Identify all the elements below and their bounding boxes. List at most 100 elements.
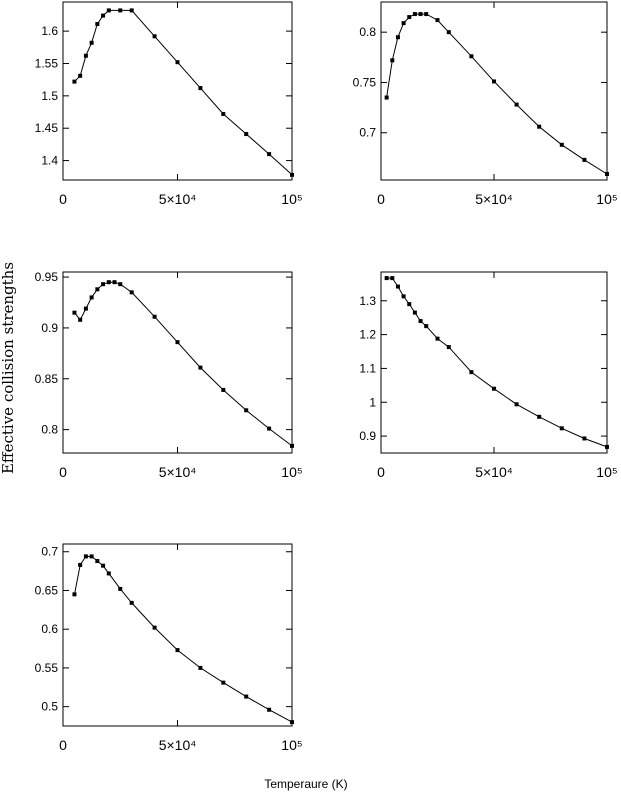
data-point bbox=[390, 58, 395, 63]
plot-frame bbox=[62, 1, 293, 181]
x-tick-label: 5×10⁴ bbox=[159, 464, 197, 480]
data-point bbox=[605, 171, 609, 176]
plot-frame bbox=[62, 543, 293, 727]
x-tick-label: 10⁵ bbox=[596, 464, 617, 480]
y-tick-label: 0.8 bbox=[41, 423, 58, 437]
data-point bbox=[83, 53, 88, 58]
data-point bbox=[198, 365, 203, 370]
data-point bbox=[118, 8, 123, 13]
data-point bbox=[129, 290, 134, 295]
data-point bbox=[89, 40, 94, 45]
data-point bbox=[424, 12, 429, 17]
data-point bbox=[469, 54, 474, 59]
data-point bbox=[72, 592, 77, 597]
data-point bbox=[175, 340, 180, 345]
series-line bbox=[74, 281, 293, 447]
data-point bbox=[514, 402, 519, 407]
series-line bbox=[386, 13, 608, 175]
series-line bbox=[74, 555, 293, 723]
data-point bbox=[106, 571, 111, 576]
y-tick-label: 0.7 bbox=[359, 126, 376, 140]
y-tick-label: 1.45 bbox=[35, 121, 59, 135]
data-point bbox=[407, 15, 412, 20]
data-point bbox=[412, 310, 417, 315]
data-point bbox=[175, 648, 180, 653]
y-tick-label: 0.9 bbox=[41, 321, 58, 335]
data-point bbox=[118, 282, 123, 287]
x-tick-label: 0 bbox=[59, 191, 67, 207]
data-point bbox=[537, 414, 542, 419]
x-tick-label: 5×10⁴ bbox=[159, 191, 197, 207]
data-point bbox=[401, 294, 406, 299]
data-point bbox=[395, 284, 400, 289]
x-tick-label: 0 bbox=[377, 464, 385, 480]
data-point bbox=[198, 665, 203, 670]
data-point bbox=[446, 30, 451, 35]
series-line bbox=[386, 277, 608, 448]
data-point bbox=[582, 157, 587, 162]
x-tick-label: 5×10⁴ bbox=[475, 191, 513, 207]
data-point bbox=[418, 12, 423, 17]
data-point bbox=[407, 302, 412, 307]
data-point bbox=[101, 563, 106, 568]
data-point bbox=[101, 13, 106, 18]
x-axis-label: Temperaure (K) bbox=[264, 777, 347, 791]
x-tick-label: 10⁵ bbox=[281, 464, 302, 480]
data-point bbox=[244, 132, 249, 137]
data-point bbox=[267, 426, 272, 431]
data-point bbox=[83, 554, 88, 559]
data-point bbox=[72, 310, 77, 315]
data-point bbox=[244, 408, 249, 413]
data-point bbox=[395, 35, 400, 40]
y-tick-label: 0.8 bbox=[359, 25, 376, 39]
data-point bbox=[129, 8, 134, 13]
data-point bbox=[72, 79, 77, 84]
data-point bbox=[198, 86, 203, 91]
data-point bbox=[101, 282, 106, 287]
x-tick-label: 0 bbox=[59, 737, 67, 753]
data-point bbox=[267, 707, 272, 712]
x-tick-label: 5×10⁴ bbox=[159, 737, 197, 753]
data-point bbox=[152, 314, 157, 319]
data-point bbox=[152, 625, 157, 630]
plot-frame bbox=[380, 1, 608, 181]
series-line bbox=[74, 9, 293, 176]
data-point bbox=[78, 562, 83, 567]
x-tick-label: 5×10⁴ bbox=[475, 464, 513, 480]
data-point bbox=[244, 694, 249, 699]
data-point bbox=[514, 102, 519, 107]
chart-panel-4: 0.9 1 1.1 1.2 1.3 0 5×10⁴ 10⁵ bbox=[359, 271, 618, 480]
data-point bbox=[106, 8, 111, 13]
data-point bbox=[384, 276, 389, 281]
data-point bbox=[221, 387, 226, 392]
y-tick-label: 0.55 bbox=[35, 661, 59, 675]
data-point bbox=[537, 124, 542, 129]
y-tick-label: 0.5 bbox=[41, 700, 58, 714]
data-point bbox=[418, 319, 423, 324]
data-point bbox=[152, 34, 157, 39]
data-point bbox=[95, 287, 100, 292]
data-point bbox=[290, 172, 294, 177]
y-tick-label: 0.6 bbox=[41, 622, 58, 636]
data-point bbox=[221, 680, 226, 685]
y-tick-label: 0.85 bbox=[35, 372, 59, 386]
data-point bbox=[290, 443, 294, 448]
y-tick-label: 1.55 bbox=[35, 56, 59, 70]
y-axis-label: Effective collision strengths bbox=[0, 262, 17, 474]
y-tick-label: 1.5 bbox=[41, 89, 58, 103]
data-point bbox=[290, 720, 294, 725]
data-point bbox=[559, 142, 564, 147]
data-point bbox=[384, 95, 389, 100]
chart-panel-5: 0.5 0.55 0.6 0.65 0.7 0 5×10⁴ 10⁵ bbox=[35, 543, 303, 753]
data-point bbox=[582, 436, 587, 441]
y-tick-label: 1 bbox=[369, 395, 376, 409]
data-point bbox=[605, 444, 609, 449]
data-point bbox=[469, 370, 474, 375]
y-tick-label: 0.75 bbox=[353, 75, 377, 89]
y-tick-label: 0.95 bbox=[35, 270, 59, 284]
data-point bbox=[412, 12, 417, 17]
data-point bbox=[112, 280, 117, 285]
plot-frame bbox=[62, 271, 293, 454]
x-tick-label: 0 bbox=[377, 191, 385, 207]
